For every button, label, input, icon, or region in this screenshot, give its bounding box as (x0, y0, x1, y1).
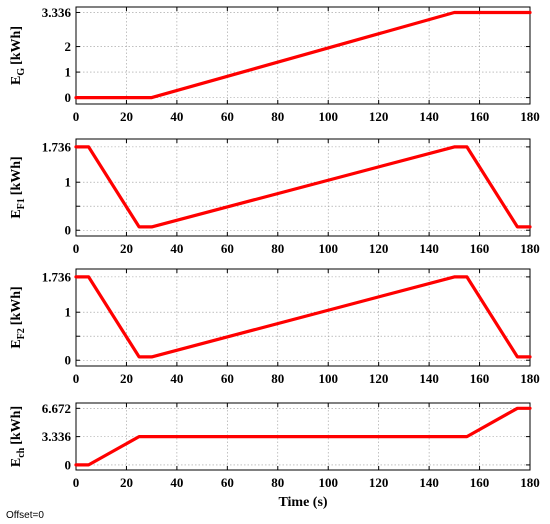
y-axis-label-sub: F2 (16, 328, 27, 339)
x-tick-label: 40 (170, 109, 183, 124)
x-tick-label: 140 (419, 371, 439, 386)
x-tick-label: 60 (221, 241, 234, 256)
x-tick-label: 120 (369, 109, 389, 124)
subplot-ef2: 0 20 40 60 80 100 120 140 160 180 0 1 1.736 EF2 [kWh] (9, 268, 540, 386)
y-tick-label: 0 (65, 223, 72, 238)
series-line (74, 10, 532, 100)
y-axis-label-unit: [kWh] (9, 406, 24, 445)
y-tick-label: 6.672 (42, 401, 71, 416)
y-axis-label: EF1 [kWh] (9, 156, 27, 218)
x-tick-label: 80 (271, 241, 284, 256)
y-axis-label: EF2 [kWh] (9, 286, 27, 348)
y-axis-label-main: E (9, 209, 24, 218)
x-tick-label: 180 (520, 475, 540, 490)
offset-label: Offset=0 (6, 510, 44, 521)
y-tick-label: 0 (65, 353, 72, 368)
y-axis-label-unit: [kWh] (9, 286, 24, 325)
x-tick-label: 80 (271, 475, 284, 490)
y-tick-label: 1.736 (42, 269, 72, 284)
y-axis-label-unit: [kWh] (9, 26, 24, 65)
x-tick-label: 100 (318, 109, 338, 124)
y-tick-label: 1 (65, 305, 72, 320)
y-tick-label: 1 (65, 65, 72, 80)
x-tick-label: 60 (221, 475, 234, 490)
x-tick-label: 160 (470, 475, 490, 490)
plot-frame (75, 138, 531, 237)
x-tick-label: 80 (271, 371, 284, 386)
x-tick-label: 160 (470, 109, 490, 124)
y-axis-label-unit: [kWh] (9, 156, 24, 195)
y-tick-label: 3.336 (42, 429, 72, 444)
x-tick-label: 0 (73, 475, 80, 490)
y-tick-label: 1 (65, 175, 72, 190)
y-axis-label-sub: ch (16, 447, 27, 457)
x-tick-label: 160 (470, 241, 490, 256)
x-tick-label: 60 (221, 371, 234, 386)
x-tick-label: 140 (419, 475, 439, 490)
y-tick-label: 0 (65, 457, 72, 472)
y-axis-label: Ech [kWh] (9, 406, 27, 467)
y-axis-label-main: E (9, 76, 24, 85)
plot-frame (75, 268, 531, 367)
x-tick-label: 20 (120, 241, 133, 256)
subplot-ech: 0 20 40 60 80 100 120 140 160 180 0 3.336 6.672 Ech [k… (9, 401, 540, 510)
x-tick-label: 40 (170, 371, 183, 386)
y-tick-label: 1.736 (42, 139, 72, 154)
subplot-ef1: 0 20 40 60 80 100 120 140 160 180 0 1 1.736 EF1 [kWh] (9, 138, 540, 256)
x-axis-label: Time (s) (278, 495, 327, 510)
x-tick-label: 120 (369, 475, 389, 490)
plot-frame (75, 6, 531, 105)
x-tick-label: 20 (120, 371, 133, 386)
x-tick-label: 0 (73, 241, 80, 256)
x-tick-label: 140 (419, 109, 439, 124)
y-axis-label-sub: F1 (16, 198, 27, 209)
x-tick-label: 180 (520, 371, 540, 386)
x-tick-label: 0 (73, 371, 80, 386)
x-tick-label: 100 (318, 475, 338, 490)
x-tick-label: 80 (271, 109, 284, 124)
x-tick-label: 40 (170, 241, 183, 256)
subplot-eg: 0 20 40 60 80 100 120 140 160 180 0 1 2 3.336 EG [kWh] (9, 5, 540, 124)
x-tick-label: 140 (419, 241, 439, 256)
x-tick-label: 160 (470, 371, 490, 386)
x-tick-label: 180 (520, 241, 540, 256)
y-axis-label-sub: G (16, 68, 27, 76)
y-axis-label: EG [kWh] (9, 26, 27, 85)
x-tick-label: 100 (318, 371, 338, 386)
x-tick-label: 120 (369, 241, 389, 256)
x-tick-label: 100 (318, 241, 338, 256)
y-axis-label-main: E (9, 339, 24, 348)
y-tick-label: 3.336 (42, 5, 72, 20)
series-line (74, 406, 532, 467)
x-tick-label: 20 (120, 109, 133, 124)
x-tick-label: 120 (369, 371, 389, 386)
x-tick-label: 60 (221, 109, 234, 124)
x-tick-label: 20 (120, 475, 133, 490)
series-line (74, 145, 532, 229)
y-axis-label-main: E (9, 458, 24, 467)
y-tick-label: 2 (65, 39, 72, 54)
y-tick-label: 0 (65, 90, 72, 105)
x-tick-label: 0 (73, 109, 80, 124)
x-tick-label: 40 (170, 475, 183, 490)
series-line (74, 275, 532, 359)
x-tick-label: 180 (520, 109, 540, 124)
